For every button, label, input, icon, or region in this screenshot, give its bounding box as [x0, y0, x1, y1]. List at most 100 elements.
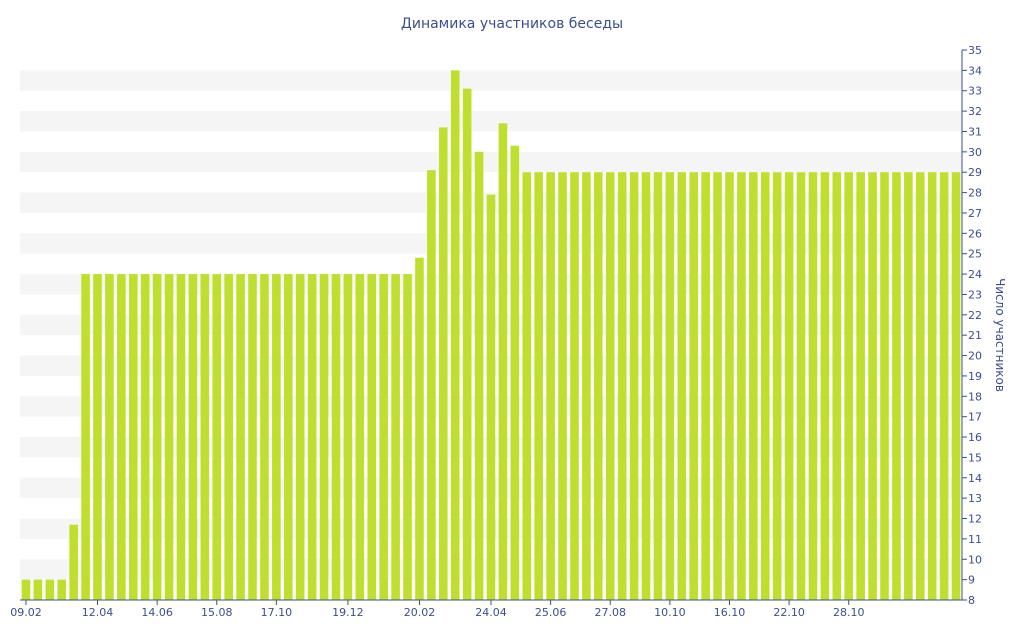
- bar: [367, 274, 377, 600]
- bar: [260, 274, 269, 600]
- bar: [403, 274, 412, 600]
- bar: [951, 172, 961, 600]
- bar: [617, 172, 627, 600]
- x-tick-label: 24.04: [475, 606, 507, 619]
- bar: [319, 274, 329, 600]
- bar: [272, 274, 281, 600]
- y-tick-label: 13: [968, 492, 982, 505]
- bar: [558, 172, 567, 600]
- bar: [498, 123, 508, 600]
- x-tick-label: 12.04: [82, 606, 114, 619]
- x-tick-label: 25.06: [535, 606, 567, 619]
- y-tick-label: 27: [968, 207, 982, 220]
- bar: [665, 172, 675, 600]
- bar: [713, 172, 722, 600]
- bar: [939, 172, 949, 600]
- bar: [57, 579, 67, 600]
- y-tick-label: 19: [968, 370, 982, 383]
- bar: [904, 172, 913, 600]
- bar: [510, 145, 520, 601]
- chart-title: Динамика участников беседы: [401, 16, 623, 32]
- bar: [307, 274, 317, 600]
- bar: [832, 172, 842, 600]
- bar: [188, 274, 198, 600]
- bars: [21, 70, 961, 601]
- bar: [176, 274, 186, 600]
- y-tick-label: 32: [968, 105, 982, 118]
- bar: [224, 274, 233, 600]
- bar: [844, 172, 854, 600]
- bar: [725, 172, 734, 600]
- bar: [379, 274, 388, 600]
- y-tick-label: 15: [968, 451, 982, 464]
- x-tick-label: 10.10: [654, 606, 686, 619]
- bar: [427, 170, 436, 600]
- bar: [391, 274, 400, 600]
- y-tick-label: 11: [968, 533, 982, 546]
- y-tick-label: 25: [968, 248, 982, 261]
- bar: [534, 172, 543, 600]
- bar: [653, 172, 663, 600]
- bar: [796, 172, 806, 600]
- bar: [415, 257, 424, 600]
- x-tick-label: 19.12: [332, 606, 364, 619]
- bar: [582, 172, 591, 600]
- bar: [164, 274, 174, 600]
- bar: [474, 151, 484, 600]
- bar: [152, 274, 162, 600]
- bar: [33, 579, 43, 600]
- y-tick-label: 14: [968, 472, 982, 485]
- bar: [522, 172, 532, 600]
- y-tick-label: 16: [968, 431, 982, 444]
- bar: [641, 172, 651, 600]
- bar: [749, 172, 758, 600]
- bar: [462, 88, 472, 600]
- bar: [439, 127, 448, 600]
- bar: [69, 524, 78, 600]
- bar: [45, 579, 55, 600]
- x-tick-label: 09.02: [10, 606, 42, 619]
- bar: [295, 274, 305, 600]
- y-tick-label: 31: [968, 125, 982, 138]
- bar: [677, 172, 687, 600]
- y-tick-label: 18: [968, 390, 982, 403]
- y-tick-label: 10: [968, 553, 982, 566]
- bar: [93, 274, 102, 600]
- x-tick-label: 22.10: [773, 606, 805, 619]
- axes: 8 9 10 11 12 13 14 15 16 17 18 19 20 21 22 23 24 25 26 27 28…: [10, 44, 982, 619]
- x-tick-label: 28.10: [833, 606, 865, 619]
- y-tick-label: 12: [968, 513, 982, 526]
- bar: [236, 274, 245, 600]
- bar: [868, 172, 877, 600]
- bar: [450, 70, 460, 601]
- bar: [594, 172, 603, 600]
- y-tick-label: 35: [968, 44, 982, 57]
- bar: [284, 274, 293, 600]
- bar: [737, 172, 746, 600]
- x-tick-label: 27.08: [594, 606, 626, 619]
- bar: [856, 172, 865, 600]
- grid-band: [20, 111, 962, 132]
- bar: [892, 172, 901, 600]
- y-tick-label: 9: [968, 574, 975, 587]
- bar: [629, 172, 639, 600]
- bar: [760, 172, 770, 600]
- bar: [605, 172, 615, 600]
- y-tick-label: 24: [968, 268, 982, 281]
- bar: [140, 274, 150, 600]
- bar: [200, 274, 210, 600]
- y-tick-label: 22: [968, 309, 982, 322]
- bar: [784, 172, 794, 600]
- bar: [927, 172, 937, 600]
- bar: [546, 172, 555, 600]
- bar: [81, 274, 90, 600]
- bar: [701, 172, 710, 600]
- y-tick-label: 33: [968, 85, 982, 98]
- bar: [880, 172, 889, 600]
- bar: [21, 579, 31, 600]
- x-tick-label: 16.10: [714, 606, 746, 619]
- x-tick-label: 17.10: [261, 606, 293, 619]
- bar: [570, 172, 579, 600]
